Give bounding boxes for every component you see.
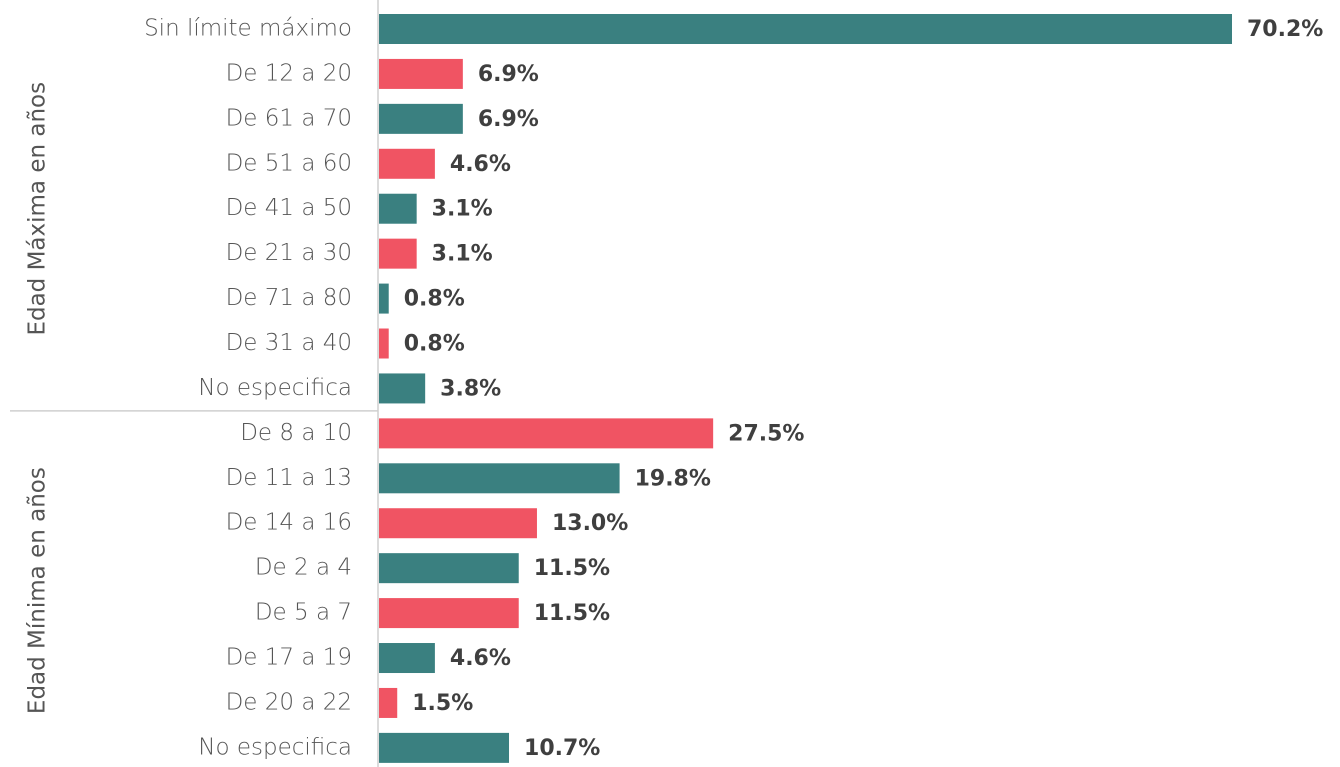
value-label: 3.1%: [432, 197, 493, 222]
value-label: 3.8%: [440, 376, 501, 401]
category-label: No especifica: [198, 375, 352, 401]
value-label: 3.1%: [432, 242, 493, 267]
bar: [379, 687, 398, 718]
category-label: De 2 a 4: [255, 555, 352, 581]
bar: [379, 14, 1232, 44]
bar: [379, 732, 510, 763]
category-label: De 8 a 10: [240, 420, 352, 446]
value-label: 6.9%: [478, 62, 539, 87]
value-label: 0.8%: [404, 332, 465, 357]
category-label: De 11 a 13: [226, 465, 352, 491]
value-label: 1.5%: [412, 691, 473, 716]
category-label: De 51 a 60: [226, 150, 352, 176]
value-label: 11.5%: [534, 601, 610, 626]
category-label: De 21 a 30: [226, 240, 352, 266]
bar: [379, 193, 417, 224]
category-label: Sin límite máximo: [144, 16, 352, 42]
category-label: De 20 a 22: [226, 689, 352, 715]
value-label: 10.7%: [524, 736, 600, 761]
bar: [379, 373, 426, 404]
value-label: 27.5%: [728, 421, 804, 446]
category-label: De 12 a 20: [226, 60, 352, 86]
value-label: 4.6%: [450, 152, 511, 177]
category-label: De 31 a 40: [226, 330, 352, 356]
bar: [379, 418, 714, 449]
bar: [379, 283, 389, 314]
group-label: Edad Máxima en años: [25, 82, 51, 336]
value-label: 6.9%: [478, 107, 539, 132]
bar: [379, 238, 417, 269]
value-label: 19.8%: [635, 466, 711, 491]
category-label: De 61 a 70: [226, 105, 352, 131]
bar: [379, 58, 463, 89]
bar: [379, 148, 435, 179]
category-label: De 14 a 16: [226, 510, 352, 536]
category-label: De 71 a 80: [226, 285, 352, 311]
value-label: 70.2%: [1247, 17, 1323, 42]
category-label: De 17 a 19: [226, 645, 352, 671]
bar: [379, 328, 389, 359]
bar: [379, 508, 537, 539]
value-label: 11.5%: [534, 556, 610, 581]
bar: [379, 598, 519, 629]
category-label: No especifica: [198, 734, 352, 760]
category-label: De 41 a 50: [226, 195, 352, 221]
group-label: Edad Mínima en años: [25, 467, 51, 714]
value-label: 0.8%: [404, 287, 465, 312]
value-label: 4.6%: [450, 646, 511, 671]
bar: [379, 643, 435, 674]
value-label: 13.0%: [552, 511, 628, 536]
category-label: De 5 a 7: [255, 600, 352, 626]
bar: [379, 463, 620, 494]
bar: [379, 553, 519, 584]
bar: [379, 103, 463, 134]
